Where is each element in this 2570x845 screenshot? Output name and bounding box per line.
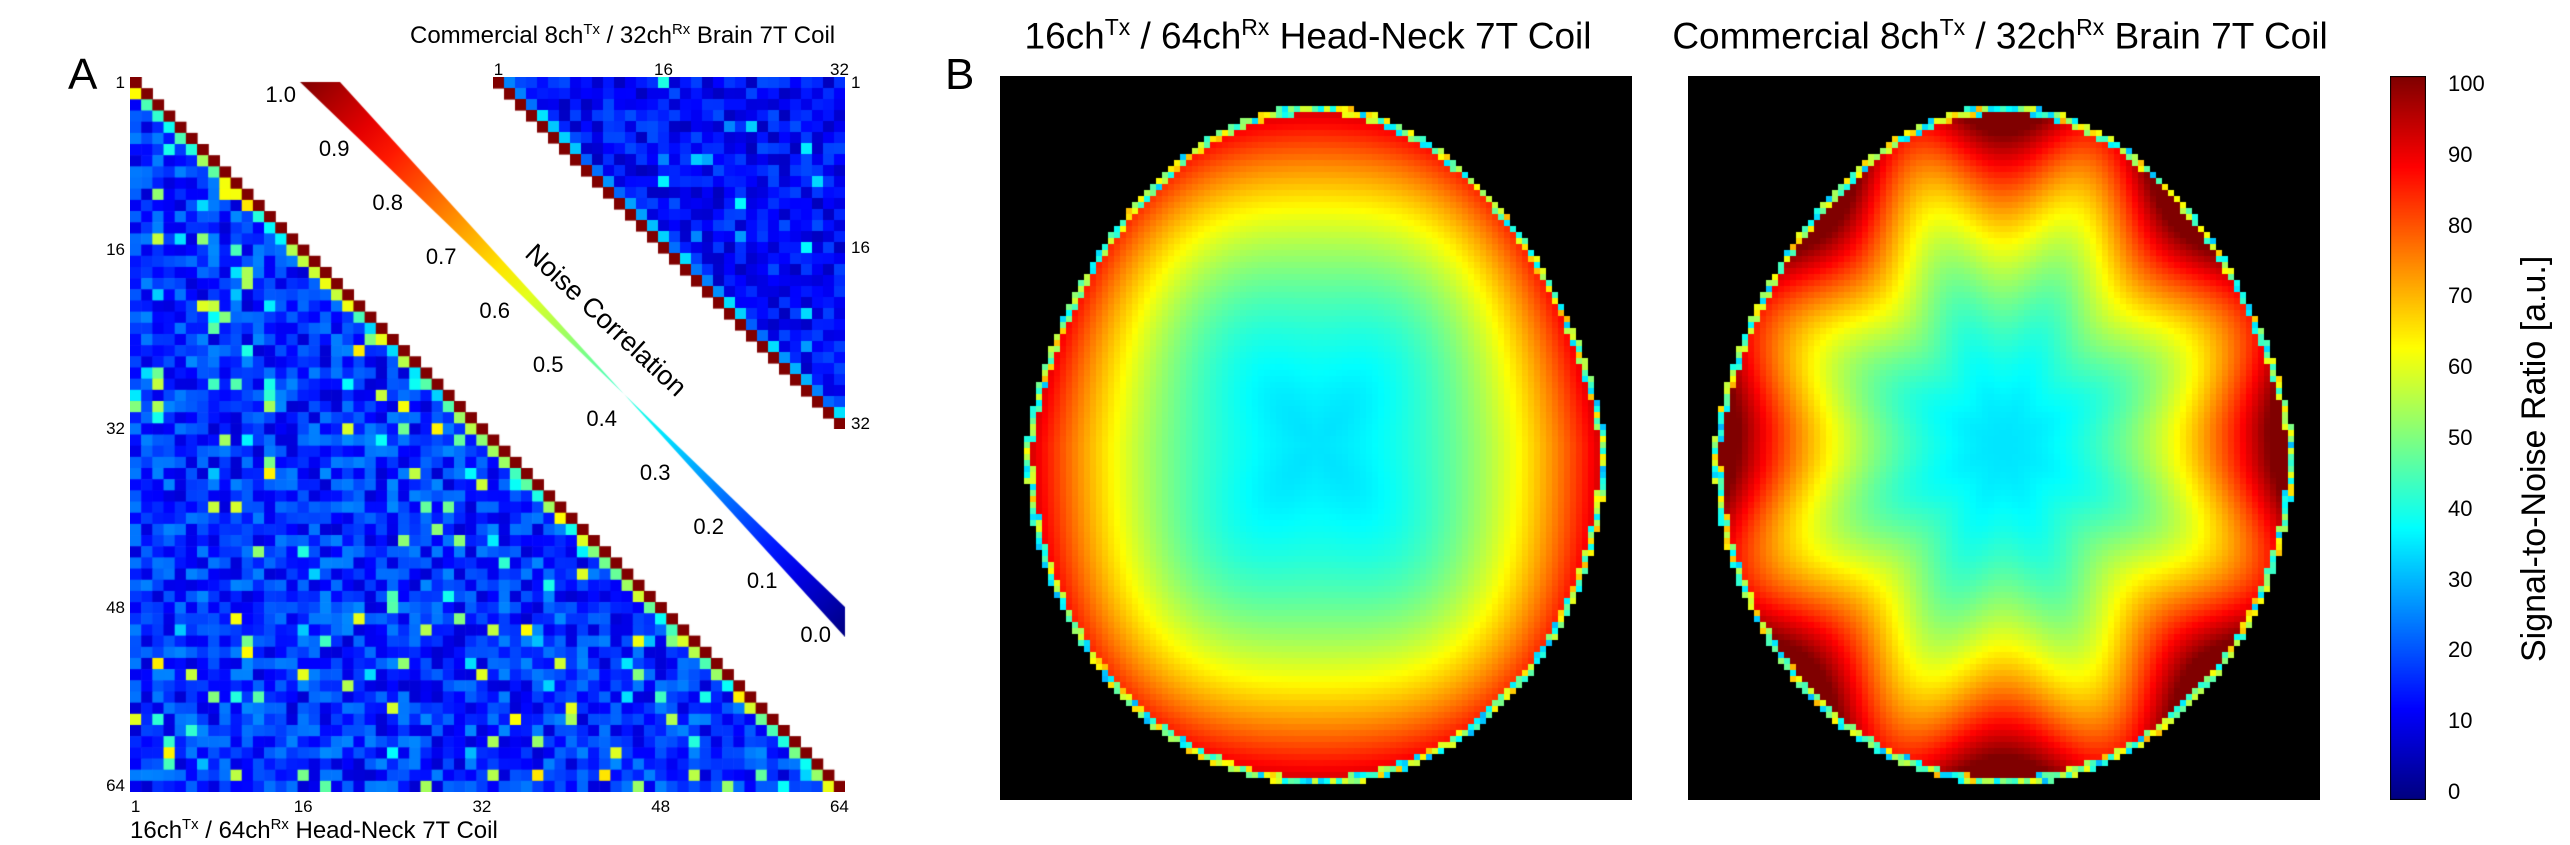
main-matrix-title: 16chTx / 64chRx Head-Neck 7T Coil xyxy=(130,817,498,844)
snr-colorbar-tick: 80 xyxy=(2448,212,2473,238)
main-matrix-row-tick: 16 xyxy=(106,240,125,260)
snr-right-title: Commercial 8chTx / 32chRx Brain 7T Coil xyxy=(1672,14,2328,57)
snr-colorbar-tick: 40 xyxy=(2448,495,2473,521)
snr-map-head-neck-coil xyxy=(1000,76,1632,800)
inset-matrix-row-tick: 16 xyxy=(851,237,870,257)
snr-colorbar-tick: 20 xyxy=(2448,637,2473,663)
noise-correlation-colorbar-tick: 0.8 xyxy=(372,190,403,215)
snr-colorbar-tick: 50 xyxy=(2448,425,2473,450)
main-matrix-row-tick: 64 xyxy=(106,776,125,796)
snr-map-commercial-coil xyxy=(1688,76,2320,800)
snr-colorbar xyxy=(2390,76,2426,800)
inset-matrix-col-tick: 32 xyxy=(830,60,849,79)
snr-colorbar-label: Signal-to-Noise Ratio [a.u.] xyxy=(2515,255,2553,662)
noise-correlation-colorbar-tick: 0.4 xyxy=(586,406,617,431)
noise-correlation-colorbar-tick: 0.5 xyxy=(532,352,564,377)
noise-correlation-colorbar-tick: 0.1 xyxy=(746,568,778,593)
noise-correlation-colorbar xyxy=(290,77,850,637)
snr-colorbar-tick: 90 xyxy=(2448,141,2473,167)
snr-colorbar-tick: 70 xyxy=(2448,283,2473,309)
main-matrix-row-tick: 48 xyxy=(106,597,125,617)
noise-correlation-colorbar-tick: 0.0 xyxy=(800,622,831,647)
inset-matrix-title: Commercial 8chTx / 32chRx Brain 7T Coil xyxy=(410,22,836,49)
noise-correlation-colorbar-tick: 0.2 xyxy=(693,514,724,539)
main-matrix-row-tick: 32 xyxy=(106,418,125,438)
snr-colorbar-tick: 0 xyxy=(2448,779,2461,804)
noise-correlation-colorbar-tick: 0.9 xyxy=(318,136,350,161)
inset-matrix-col-tick: 16 xyxy=(654,60,673,79)
panel-b-letter: B xyxy=(945,50,975,99)
main-matrix-col-tick: 32 xyxy=(472,797,492,816)
snr-colorbar-tick: 30 xyxy=(2448,566,2473,592)
main-matrix-col-tick: 48 xyxy=(651,797,671,816)
main-matrix-col-tick: 64 xyxy=(829,797,849,816)
main-matrix-col-tick: 1 xyxy=(130,797,141,816)
main-matrix-row-tick: 1 xyxy=(115,72,125,92)
noise-correlation-colorbar-tick: 1.0 xyxy=(265,82,296,107)
snr-colorbar-tick: 10 xyxy=(2448,708,2473,734)
noise-correlation-colorbar-tick: 0.6 xyxy=(479,298,510,323)
inset-matrix-row-tick: 32 xyxy=(851,413,870,433)
noise-correlation-colorbar-tick: 0.3 xyxy=(639,460,671,485)
inset-matrix-row-tick: 1 xyxy=(851,72,861,92)
inset-matrix-col-tick: 1 xyxy=(493,60,504,79)
snr-left-title: 16chTx / 64chRx Head-Neck 7T Coil xyxy=(1024,14,1592,57)
noise-correlation-colorbar-tick: 0.7 xyxy=(425,244,457,269)
snr-colorbar-tick: 100 xyxy=(2448,71,2485,96)
panel-a-letter: A xyxy=(68,50,98,99)
main-matrix-col-tick: 16 xyxy=(293,797,313,816)
snr-colorbar-tick: 60 xyxy=(2448,354,2473,380)
